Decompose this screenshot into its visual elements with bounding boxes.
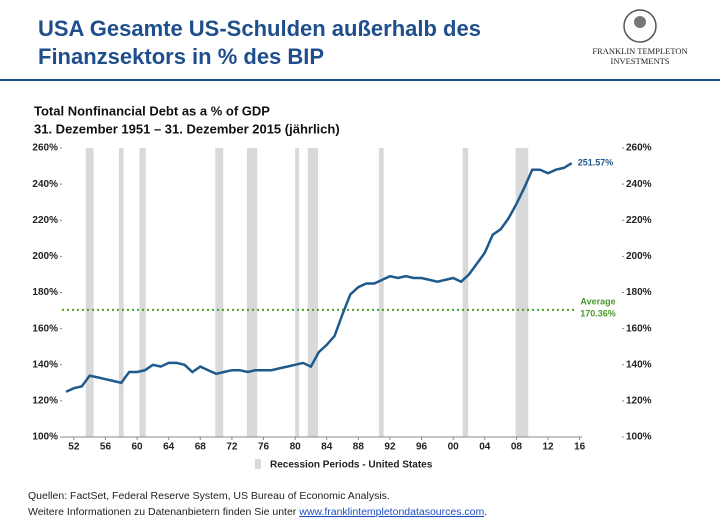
x-tick-label: 12 [542, 442, 554, 453]
y-tick-label: 220% [32, 215, 58, 226]
y-tick-label: 180% [32, 287, 58, 298]
recession-bar [246, 148, 258, 437]
y2-tick-label: 160% [626, 323, 652, 334]
y-tick-label: 160% [32, 323, 58, 334]
source: Quellen: FactSet, Federal Reserve System… [28, 490, 390, 502]
y2-tick-label: 240% [626, 179, 652, 190]
recession-bar [85, 148, 94, 437]
x-tick-label: 00 [448, 442, 460, 453]
source: Weitere Informationen zu Datenanbietern … [28, 506, 487, 518]
x-tick-label: 80 [290, 442, 302, 453]
plot: 100% 120% 140% 160% 180% 200% 220% 240% 260% 100%… [32, 143, 651, 471]
y2-tick-label: 260% [626, 143, 652, 154]
logo-icon [634, 16, 646, 28]
legend-label: Recession Periods - United States [270, 460, 433, 471]
x-tick-label: 64 [163, 442, 175, 453]
y-tick-label: 240% [32, 179, 58, 190]
end-label: 251.57% [578, 158, 614, 168]
chart-subtitle: 31. Dezember 1951 – 31. Dezember 2015 (j… [34, 121, 340, 136]
y2-tick-label: 200% [626, 251, 652, 262]
y2-tick-label: 120% [626, 396, 652, 407]
x-tick-label: 76 [258, 442, 270, 453]
recession-bar [295, 148, 300, 437]
y-tick-label: 260% [32, 143, 58, 154]
y2-tick-label: 220% [626, 215, 652, 226]
recession-bar [307, 148, 319, 437]
x-tick-label: 68 [195, 442, 207, 453]
recession-bar [118, 148, 124, 437]
page-title: USA Gesamte US-Schulden außerhalb des [38, 16, 481, 41]
recession-bar [462, 148, 469, 437]
x-tick-label: 96 [416, 442, 428, 453]
average-label: Average [580, 296, 615, 306]
chart-title: Total Nonfinancial Debt as a % of GDP [34, 103, 270, 118]
recession-bar [215, 148, 224, 437]
recession-bar [378, 148, 384, 437]
x-tick-label: 56 [100, 442, 112, 453]
y-tick-label: 100% [32, 432, 58, 443]
x-tick-label: 04 [479, 442, 491, 453]
logo-text: INVESTMENTS [610, 56, 669, 66]
x-tick-label: 88 [353, 442, 365, 453]
legend-swatch [255, 459, 261, 469]
y2-tick-label: 180% [626, 287, 652, 298]
y2-tick-label: 140% [626, 359, 652, 370]
y2-tick-label: 100% [626, 432, 652, 443]
y-tick-label: 140% [32, 359, 58, 370]
page-title: Finanzsektors in % des BIP [38, 44, 324, 69]
y-tick-label: 120% [32, 396, 58, 407]
x-tick-label: 16 [574, 442, 586, 453]
recession-bar [515, 148, 529, 437]
x-tick-label: 60 [132, 442, 144, 453]
source: . [484, 506, 487, 518]
data-line [65, 162, 573, 393]
y-tick-label: 200% [32, 251, 58, 262]
x-tick-label: 52 [68, 442, 80, 453]
x-tick-label: 92 [384, 442, 396, 453]
x-tick-label: 72 [226, 442, 238, 453]
logo: FRANKLIN TEMPLETON INVESTMENTS [592, 9, 688, 66]
source: Weitere Informationen zu Datenanbietern … [28, 506, 297, 518]
recession-bar [139, 148, 146, 437]
source-link[interactable]: www.franklintempletondatasources.com [298, 506, 484, 518]
x-tick-label: 84 [321, 442, 333, 453]
x-tick-label: 08 [511, 442, 523, 453]
logo-text: FRANKLIN TEMPLETON [592, 46, 687, 56]
average-label: 170.36% [580, 308, 616, 318]
